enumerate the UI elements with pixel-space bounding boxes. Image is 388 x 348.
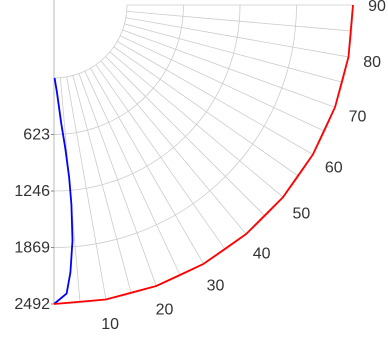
grid-spoke — [78, 73, 157, 287]
series-line — [53, 77, 74, 305]
angular-tick-label: 10 — [101, 316, 119, 333]
radial-tick-label: 1869 — [14, 240, 50, 257]
grid-spoke — [95, 64, 226, 251]
grid-spoke — [126, 10, 352, 32]
grid-spoke — [100, 60, 247, 235]
angular-tick-label: 30 — [207, 278, 225, 295]
grid-spoke — [90, 68, 204, 265]
angular-tick-label: 80 — [363, 54, 381, 71]
grid-layer — [53, 4, 354, 305]
radial-tick-label: 1246 — [14, 183, 50, 200]
axis-layer — [51, 0, 55, 305]
angular-tick-label: 50 — [293, 206, 311, 223]
radial-tick-label: 2492 — [14, 296, 50, 313]
radial-tick-label: 623 — [23, 127, 50, 144]
angular-tick-label: 20 — [156, 302, 174, 319]
grid-spoke — [124, 23, 343, 83]
grid-spoke — [84, 70, 181, 277]
grid-spoke — [117, 41, 314, 155]
angular-tick-label: 90 — [368, 0, 386, 15]
grid-arc — [53, 4, 128, 79]
grid-spoke — [105, 56, 266, 217]
series-line — [53, 4, 354, 305]
grid-spoke — [66, 76, 107, 300]
grid-spoke — [125, 17, 349, 58]
label-layer: 623 1246 1869 2492 10 20 30 40 50 60 70 80 90 — [14, 0, 386, 333]
angular-tick-label: 40 — [253, 245, 271, 262]
series-layer — [53, 4, 354, 305]
grid-spoke — [122, 29, 336, 108]
grid-spoke — [72, 75, 132, 294]
grid-spoke — [109, 51, 284, 198]
angular-tick-label: 60 — [325, 160, 343, 177]
grid-spoke — [119, 35, 326, 132]
grid-spoke — [113, 46, 300, 177]
angular-tick-label: 70 — [349, 108, 367, 125]
